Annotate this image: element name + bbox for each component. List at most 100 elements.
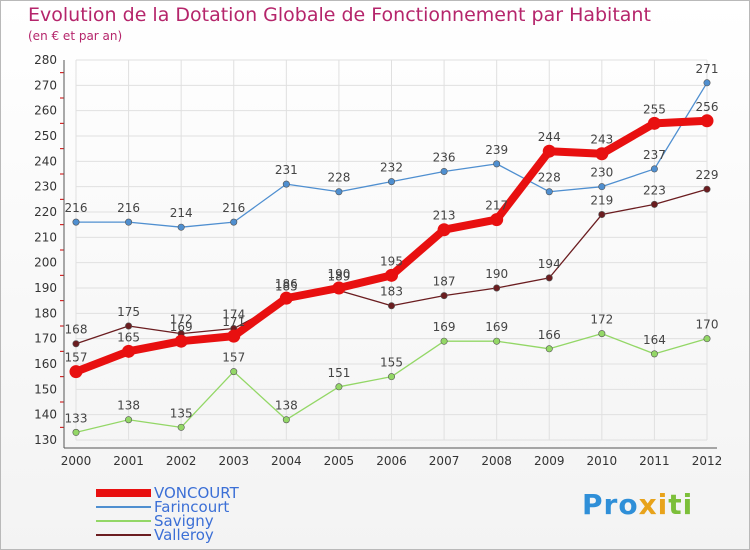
data-point bbox=[332, 281, 346, 295]
y-tick-label: 150 bbox=[34, 382, 57, 396]
data-label: 157 bbox=[222, 351, 245, 365]
chart-subtitle: (en € et par an) bbox=[28, 29, 123, 43]
data-label: 172 bbox=[590, 313, 613, 327]
data-label: 236 bbox=[433, 150, 456, 164]
data-label: 138 bbox=[275, 399, 298, 413]
legend-swatch bbox=[96, 520, 151, 522]
y-tick-label: 280 bbox=[34, 53, 57, 67]
data-point bbox=[440, 337, 448, 345]
y-tick-label: 130 bbox=[34, 433, 57, 447]
data-label: 133 bbox=[65, 411, 88, 425]
data-point bbox=[493, 160, 501, 168]
data-point bbox=[598, 211, 606, 219]
data-point bbox=[282, 180, 290, 188]
data-point bbox=[177, 223, 185, 231]
data-label: 151 bbox=[327, 366, 350, 380]
x-tick-label: 2006 bbox=[376, 454, 407, 468]
x-tick-label: 2010 bbox=[587, 454, 618, 468]
data-label: 169 bbox=[170, 320, 193, 334]
y-tick-label: 250 bbox=[34, 129, 57, 143]
data-label: 216 bbox=[117, 201, 140, 215]
data-point bbox=[545, 188, 553, 196]
data-point bbox=[647, 116, 661, 130]
x-tick-label: 2000 bbox=[61, 454, 92, 468]
data-point bbox=[703, 79, 711, 87]
y-tick-label: 220 bbox=[34, 205, 57, 219]
data-point bbox=[230, 368, 238, 376]
data-label: 166 bbox=[538, 328, 561, 342]
data-point bbox=[493, 337, 501, 345]
data-label: 228 bbox=[538, 171, 561, 185]
x-tick-label: 2003 bbox=[218, 454, 249, 468]
data-point bbox=[387, 302, 395, 310]
data-label: 223 bbox=[643, 183, 666, 197]
legend-swatch bbox=[96, 506, 151, 508]
data-label: 255 bbox=[643, 102, 666, 116]
data-label: 219 bbox=[590, 194, 613, 208]
legend-swatch bbox=[96, 489, 151, 497]
legend-label: Savigny bbox=[154, 511, 214, 530]
data-label: 175 bbox=[117, 305, 140, 319]
data-point bbox=[335, 383, 343, 391]
data-point bbox=[125, 322, 133, 330]
data-label: 169 bbox=[485, 320, 508, 334]
brand-part-3: ti bbox=[668, 488, 694, 521]
data-label: 237 bbox=[643, 148, 666, 162]
data-label: 256 bbox=[696, 100, 719, 114]
data-point bbox=[282, 416, 290, 424]
data-point bbox=[703, 335, 711, 343]
data-label: 189 bbox=[327, 270, 350, 284]
data-label: 138 bbox=[117, 399, 140, 413]
data-label: 217 bbox=[485, 199, 508, 213]
data-point bbox=[69, 365, 83, 379]
data-point bbox=[385, 268, 398, 282]
data-point bbox=[387, 178, 395, 186]
data-point bbox=[493, 284, 501, 292]
data-point bbox=[72, 340, 80, 348]
data-label: 170 bbox=[696, 318, 719, 332]
y-tick-label: 160 bbox=[34, 357, 57, 371]
data-point bbox=[279, 291, 293, 305]
legend-item-voncourt: VONCOURT bbox=[96, 485, 239, 501]
data-label: 216 bbox=[65, 201, 88, 215]
data-label: 195 bbox=[380, 254, 403, 268]
data-point bbox=[437, 223, 451, 237]
y-tick-label: 180 bbox=[34, 306, 57, 320]
data-point bbox=[72, 428, 80, 436]
data-label: 155 bbox=[380, 356, 403, 370]
data-point bbox=[650, 350, 658, 358]
legend-item-valleroy: Valleroy bbox=[96, 527, 214, 543]
data-label: 229 bbox=[696, 168, 719, 182]
data-point bbox=[387, 373, 395, 381]
data-label: 213 bbox=[433, 209, 456, 223]
data-point bbox=[650, 165, 658, 173]
y-tick-label: 170 bbox=[34, 332, 57, 346]
x-tick-label: 2009 bbox=[534, 454, 565, 468]
legend-label: Farincourt bbox=[154, 497, 230, 516]
y-tick-label: 240 bbox=[34, 154, 57, 168]
data-label: 239 bbox=[485, 143, 508, 157]
data-point bbox=[177, 423, 185, 431]
data-label: 271 bbox=[696, 62, 719, 76]
data-label: 185 bbox=[275, 280, 298, 294]
data-point bbox=[542, 144, 556, 158]
legend-label: VONCOURT bbox=[154, 483, 239, 502]
data-point bbox=[545, 274, 553, 282]
data-point bbox=[545, 345, 553, 353]
x-tick-label: 2002 bbox=[166, 454, 197, 468]
data-label: 228 bbox=[327, 171, 350, 185]
x-tick-label: 2005 bbox=[324, 454, 355, 468]
data-label: 216 bbox=[222, 201, 245, 215]
data-label: 243 bbox=[590, 133, 613, 147]
data-point bbox=[700, 114, 714, 128]
data-label: 164 bbox=[643, 333, 666, 347]
y-tick-label: 200 bbox=[34, 256, 57, 270]
y-tick-label: 210 bbox=[34, 230, 57, 244]
data-label: 135 bbox=[170, 406, 193, 420]
data-point bbox=[595, 147, 609, 161]
data-point bbox=[72, 218, 80, 226]
x-tick-label: 2011 bbox=[639, 454, 670, 468]
data-point bbox=[440, 292, 448, 300]
